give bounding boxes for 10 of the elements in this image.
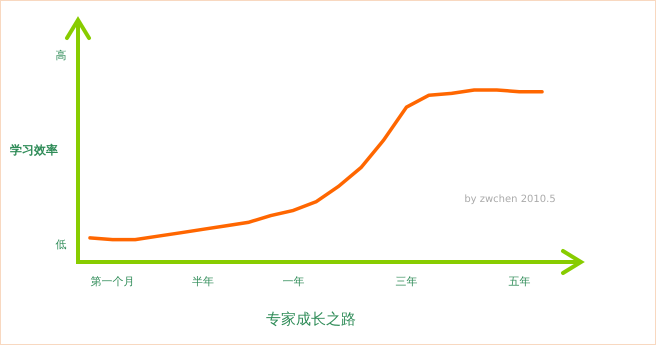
x-tick-label: 一年	[282, 275, 304, 288]
text: 高	[56, 49, 66, 62]
x-tick-label: 第一个月	[90, 275, 135, 288]
y-axis-title: 学习效率	[10, 143, 58, 157]
x-axis-title: 专家成长之路	[266, 310, 356, 328]
text: 低	[56, 238, 66, 251]
annotation: by zwchen 2010.5	[464, 194, 556, 205]
x-tick-label: 五年	[508, 275, 530, 288]
x-tick-label: 半年	[192, 275, 214, 288]
x-tick-label: 三年	[395, 275, 418, 288]
